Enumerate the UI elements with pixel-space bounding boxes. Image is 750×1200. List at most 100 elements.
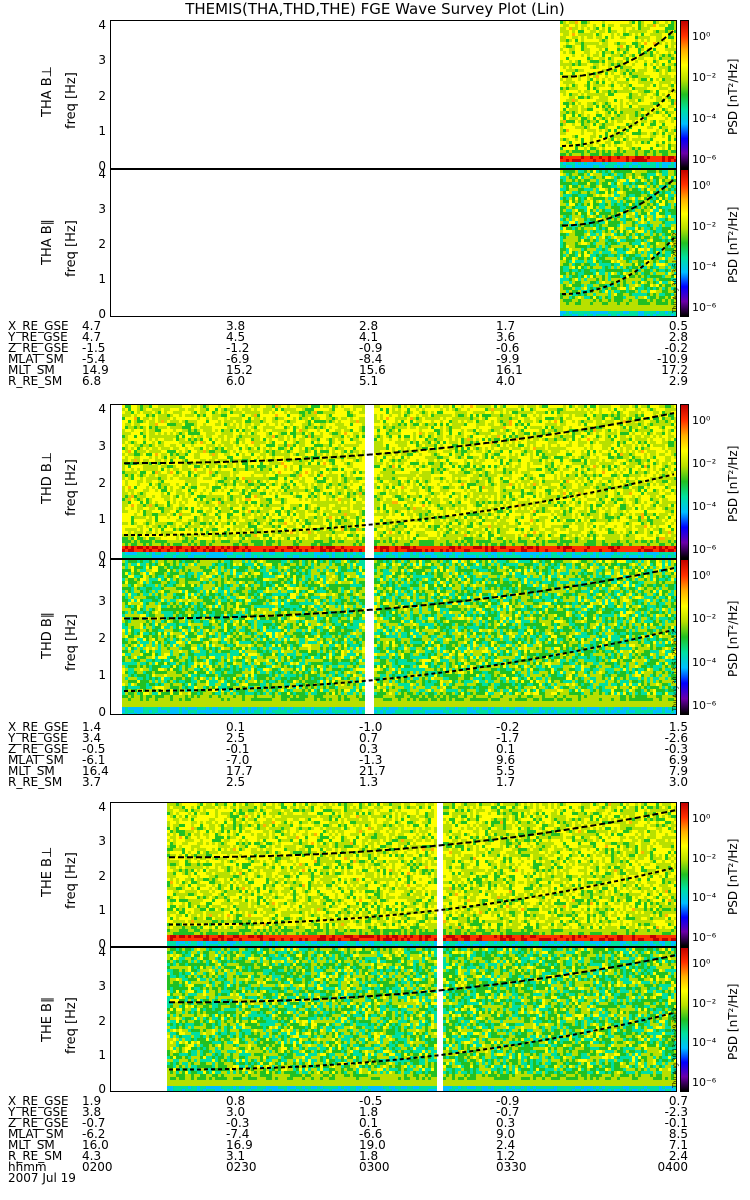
colorbar (680, 169, 689, 317)
ephemeris-value: 5.1 (359, 374, 379, 388)
ephemeris-value: -0.5 (82, 742, 106, 756)
ephemeris-value: -2.6 (664, 731, 688, 745)
freq-tick: 0 (98, 307, 106, 321)
ephemeris-value: -0.7 (82, 1116, 106, 1130)
timestamp-stamp: Thu Aug 30 13:51:29 2012 (672, 1007, 679, 1088)
ephemeris-value: -0.9 (496, 1094, 520, 1108)
ephemeris-value: 2.8 (668, 330, 688, 344)
spectrogram-image (111, 560, 676, 714)
spectrogram-image (111, 948, 676, 1091)
colorbar-tick: 10⁻² (692, 612, 717, 626)
colorbar-tick: 10⁻⁴ (692, 1036, 717, 1050)
ephemeris-value: 2.9 (668, 374, 688, 388)
ephemeris-value: 1.7 (496, 319, 516, 333)
ephemeris-value: 6.9 (668, 753, 688, 767)
freq-tick: 4 (98, 402, 106, 416)
ephemeris-value: -7.0 (226, 753, 250, 767)
ephemeris-value: -6.2 (82, 1127, 106, 1141)
ephemeris-value: 16.4 (82, 764, 109, 778)
colorbar-tick: 10⁰ (692, 812, 711, 825)
colorbar-label: PSD [nT²/Hz] (726, 445, 740, 522)
ephemeris-value: -0.1 (664, 1116, 688, 1130)
ephemeris-value: -7.4 (226, 1127, 250, 1141)
ephemeris-value: -2.3 (664, 1105, 688, 1119)
ephemeris-value: 3.4 (82, 731, 102, 745)
ephemeris-value: 1.8 (359, 1105, 379, 1119)
freq-tick: 3 (98, 202, 106, 216)
ephemeris-value: 0.1 (226, 720, 246, 734)
ephemeris-value: 17.2 (661, 363, 688, 377)
freq-tick: 4 (98, 557, 106, 571)
ephemeris-value: 9.0 (496, 1127, 516, 1141)
ephemeris-labels: X_RE_GSE Y_RE_GSE Z_RE_GSE MLAT_SM MLT_S… (8, 720, 69, 789)
freq-tick: 3 (98, 438, 106, 453)
ephemeris-value: 3.7 (82, 775, 102, 789)
ephemeris-value: 14.9 (82, 363, 109, 377)
freq-tick: 0 (98, 159, 106, 173)
ephemeris-value: 3.8 (82, 1105, 102, 1119)
ephemeris-value: 1.8 (359, 1149, 379, 1163)
colorbar (680, 559, 689, 715)
colorbar (680, 404, 689, 559)
panel-ylabel: THA B⊥ (40, 65, 55, 117)
ephemeris-value: 9.6 (496, 753, 516, 767)
panel-ylabel: THE B⊥ (40, 846, 55, 897)
ephemeris-value: 7.9 (668, 764, 688, 778)
colorbar-tick: 10⁻⁴ (692, 655, 717, 669)
colorbar-label: PSD [nT²/Hz] (726, 58, 740, 135)
ephemeris-value: 2.4 (496, 1138, 516, 1152)
ephemeris-value: 6.0 (226, 374, 246, 388)
spectrogram-image (111, 803, 676, 946)
ephemeris-value: 3.8 (226, 319, 246, 333)
freq-tick: 1 (98, 902, 106, 917)
freq-tick: 0 (98, 937, 106, 951)
ephemeris-value: 0330 (496, 1160, 527, 1174)
colorbar-tick: 10⁰ (692, 179, 711, 192)
panel-freq-label: freq [Hz] (64, 71, 79, 129)
colorbar-tick: 10⁰ (692, 30, 711, 43)
freq-tick: 3 (98, 979, 106, 994)
ephemeris-value: -6.9 (226, 352, 250, 366)
freq-tick: 1 (98, 512, 106, 527)
freq-tick: 2 (98, 868, 106, 883)
ephemeris-value: 4.5 (226, 330, 246, 344)
ephemeris-value: 15.2 (226, 363, 253, 377)
freq-tick: 2 (98, 1013, 106, 1028)
freq-tick: 0 (98, 705, 106, 719)
ephemeris-value: 0.8 (226, 1094, 246, 1108)
ephemeris-value: -1.2 (226, 341, 250, 355)
freq-tick: 1 (98, 123, 106, 138)
ephemeris-value: -1.0 (359, 720, 383, 734)
ephemeris-value: 1.7 (496, 775, 516, 789)
colorbar-tick: 10⁰ (692, 569, 711, 582)
freq-tick: 1 (98, 1047, 106, 1062)
ephemeris-value: 2.5 (226, 731, 246, 745)
colorbar (680, 802, 689, 947)
ephemeris-value: 0.1 (496, 742, 516, 756)
ephemeris-value: -0.6 (496, 341, 520, 355)
freq-tick: 0 (98, 1082, 106, 1096)
ephemeris-value: -6.6 (359, 1127, 383, 1141)
colorbar-tick: 10⁻⁶ (692, 153, 717, 166)
spectrogram-panel (110, 20, 677, 169)
colorbar-tick: 10⁻⁶ (692, 301, 717, 314)
colorbar-label: PSD [nT²/Hz] (726, 206, 740, 283)
colorbar-tick: 10⁻⁴ (692, 112, 717, 125)
ephemeris-value: 1.5 (668, 720, 688, 734)
colorbar (680, 20, 689, 169)
freq-tick: 4 (98, 167, 106, 181)
colorbar-tick: 10⁻² (692, 851, 717, 865)
freq-tick: 3 (98, 594, 106, 608)
ephemeris-value: 1.3 (359, 775, 379, 789)
ephemeris-value: -1.3 (359, 753, 383, 767)
ephemeris-value: 5.5 (496, 764, 516, 778)
spectrogram-panel (110, 559, 677, 715)
spectrogram-panel (110, 947, 677, 1092)
colorbar-tick: 10⁻⁴ (692, 891, 717, 905)
ephemeris-value: 2.8 (359, 319, 379, 333)
colorbar-tick: 10⁰ (692, 414, 711, 427)
ephemeris-value: -0.2 (664, 341, 688, 355)
colorbar-tick: 10⁻⁶ (692, 1076, 717, 1089)
ephemeris-value: 1.2 (496, 1149, 516, 1163)
colorbar-tick: 10⁻² (692, 71, 717, 84)
